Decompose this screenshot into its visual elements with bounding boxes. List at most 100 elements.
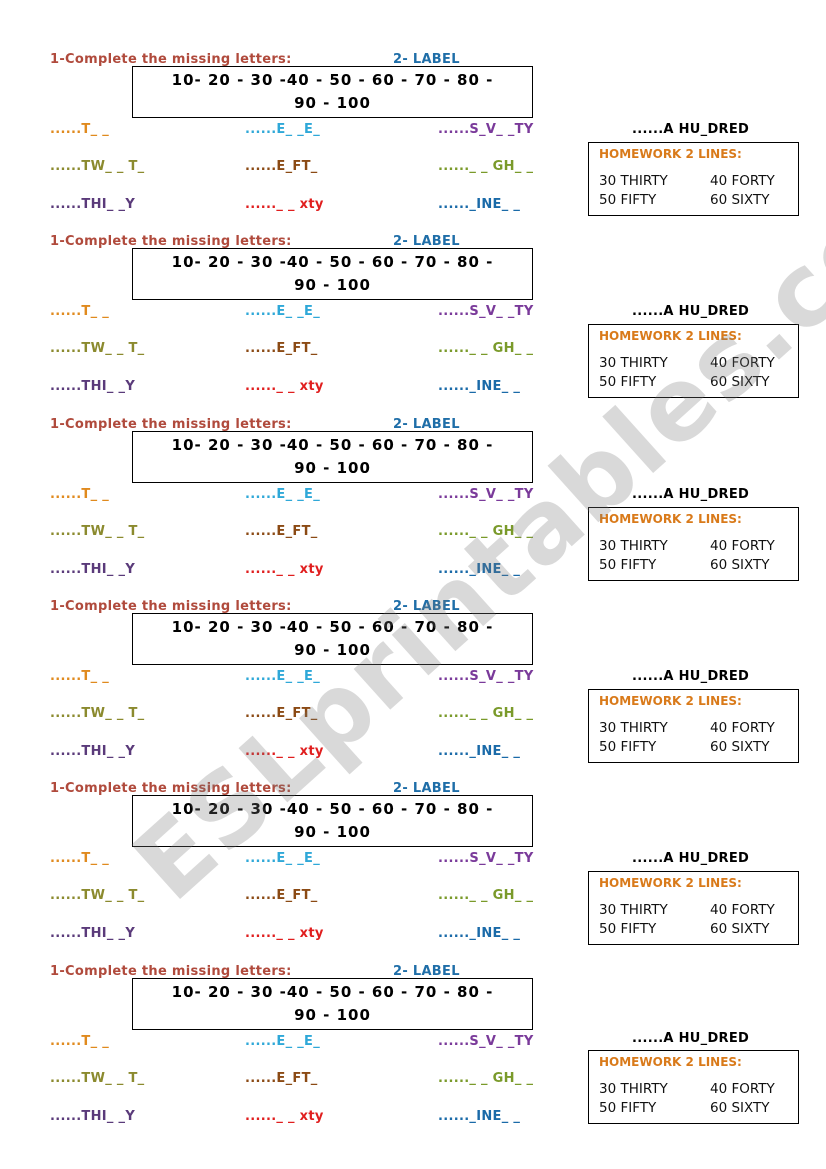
numbers-line-1: 10- 20 - 30 -40 - 50 - 60 - 70 - 80 - [171, 253, 494, 271]
word-thirty: ......THI_ _Y [50, 926, 136, 941]
word-seventy: ......E_ _E_ [245, 487, 321, 502]
homework-title: HOMEWORK 2 LINES: [599, 694, 742, 708]
homework-item: 60 SIXTY [710, 921, 770, 937]
word-fifty: ......E_FT_ [245, 524, 318, 539]
numbers-line-2: 90 - 100 [294, 641, 371, 659]
homework-item: 50 FIFTY [599, 557, 657, 573]
word-ten: ......T_ _ [50, 669, 110, 684]
word-thirty: ......THI_ _Y [50, 379, 136, 394]
homework-box: HOMEWORK 2 LINES: 30 THIRTY 40 FORTY 50 … [588, 507, 799, 581]
numbers-box: 10- 20 - 30 -40 - 50 - 60 - 70 - 80 - 90… [132, 613, 533, 665]
word-sixty: ......_ _ xty [245, 926, 324, 941]
homework-box: HOMEWORK 2 LINES: 30 THIRTY 40 FORTY 50 … [588, 142, 799, 216]
instruction-heading: 1-Complete the missing letters: [50, 599, 292, 614]
homework-item: 60 SIXTY [710, 557, 770, 573]
word-seventy: ......E_ _E_ [245, 1034, 321, 1049]
homework-box: HOMEWORK 2 LINES: 30 THIRTY 40 FORTY 50 … [588, 871, 799, 945]
word-seventy: ......E_ _E_ [245, 851, 321, 866]
homework-item: 40 FORTY [710, 355, 775, 371]
homework-title: HOMEWORK 2 LINES: [599, 512, 742, 526]
homework-item: 50 FIFTY [599, 192, 657, 208]
homework-box: HOMEWORK 2 LINES: 30 THIRTY 40 FORTY 50 … [588, 324, 799, 398]
homework-item: 40 FORTY [710, 173, 775, 189]
numbers-line-2: 90 - 100 [294, 276, 371, 294]
word-hundred: ......A HU_DRED [632, 851, 750, 866]
word-eighty: ......_ _ GH_ _ [438, 159, 534, 174]
homework-item: 50 FIFTY [599, 739, 657, 755]
word-twenty: ......TW_ _ T_ [50, 1071, 145, 1086]
exercise-block: 1-Complete the missing letters: 2- LABEL… [0, 781, 826, 963]
word-thirty: ......THI_ _Y [50, 744, 136, 759]
word-ninety: ......_INE_ _ [438, 379, 521, 394]
exercise-block: 1-Complete the missing letters: 2- LABEL… [0, 417, 826, 599]
homework-title: HOMEWORK 2 LINES: [599, 876, 742, 890]
exercise-block: 1-Complete the missing letters: 2- LABEL… [0, 52, 826, 234]
word-ten: ......T_ _ [50, 487, 110, 502]
homework-item: 50 FIFTY [599, 374, 657, 390]
homework-item: 60 SIXTY [710, 374, 770, 390]
word-sixty: ......_ _ xty [245, 379, 324, 394]
instruction-heading: 1-Complete the missing letters: [50, 781, 292, 796]
homework-item: 30 THIRTY [599, 720, 668, 736]
homework-box: HOMEWORK 2 LINES: 30 THIRTY 40 FORTY 50 … [588, 1050, 799, 1124]
homework-item: 50 FIFTY [599, 1100, 657, 1116]
word-seventy: ......E_ _E_ [245, 304, 321, 319]
homework-title: HOMEWORK 2 LINES: [599, 147, 742, 161]
word-hundred: ......A HU_DRED [632, 1031, 750, 1046]
homework-item: 60 SIXTY [710, 192, 770, 208]
word-seventy-2: ......S_V_ _TY [438, 487, 534, 502]
word-ten: ......T_ _ [50, 122, 110, 137]
word-eighty: ......_ _ GH_ _ [438, 1071, 534, 1086]
homework-item: 30 THIRTY [599, 1081, 668, 1097]
word-fifty: ......E_FT_ [245, 159, 318, 174]
homework-item: 30 THIRTY [599, 173, 668, 189]
homework-item: 50 FIFTY [599, 921, 657, 937]
word-twenty: ......TW_ _ T_ [50, 524, 145, 539]
exercise-block: 1-Complete the missing letters: 2- LABEL… [0, 599, 826, 781]
numbers-line-2: 90 - 100 [294, 1006, 371, 1024]
exercise-block: 1-Complete the missing letters: 2- LABEL… [0, 234, 826, 416]
homework-item: 30 THIRTY [599, 538, 668, 554]
word-ninety: ......_INE_ _ [438, 744, 521, 759]
word-ninety: ......_INE_ _ [438, 926, 521, 941]
instruction-heading: 1-Complete the missing letters: [50, 52, 292, 67]
word-ten: ......T_ _ [50, 1034, 110, 1049]
word-fifty: ......E_FT_ [245, 341, 318, 356]
homework-item: 40 FORTY [710, 902, 775, 918]
homework-item: 60 SIXTY [710, 739, 770, 755]
label-heading: 2- LABEL [393, 599, 460, 614]
homework-item: 30 THIRTY [599, 902, 668, 918]
word-sixty: ......_ _ xty [245, 744, 324, 759]
exercise-block: 1-Complete the missing letters: 2- LABEL… [0, 964, 826, 1164]
word-ninety: ......_INE_ _ [438, 1109, 521, 1124]
word-seventy-2: ......S_V_ _TY [438, 669, 534, 684]
numbers-box: 10- 20 - 30 -40 - 50 - 60 - 70 - 80 - 90… [132, 978, 533, 1030]
word-seventy-2: ......S_V_ _TY [438, 304, 534, 319]
homework-title: HOMEWORK 2 LINES: [599, 329, 742, 343]
homework-item: 40 FORTY [710, 538, 775, 554]
word-fifty: ......E_FT_ [245, 1071, 318, 1086]
word-thirty: ......THI_ _Y [50, 197, 136, 212]
word-sixty: ......_ _ xty [245, 1109, 324, 1124]
instruction-heading: 1-Complete the missing letters: [50, 417, 292, 432]
word-ten: ......T_ _ [50, 851, 110, 866]
word-ninety: ......_INE_ _ [438, 562, 521, 577]
word-hundred: ......A HU_DRED [632, 304, 750, 319]
homework-title: HOMEWORK 2 LINES: [599, 1055, 742, 1069]
word-hundred: ......A HU_DRED [632, 487, 750, 502]
word-seventy-2: ......S_V_ _TY [438, 851, 534, 866]
label-heading: 2- LABEL [393, 234, 460, 249]
word-twenty: ......TW_ _ T_ [50, 888, 145, 903]
word-eighty: ......_ _ GH_ _ [438, 888, 534, 903]
numbers-line-2: 90 - 100 [294, 459, 371, 477]
numbers-line-2: 90 - 100 [294, 823, 371, 841]
instruction-heading: 1-Complete the missing letters: [50, 964, 292, 979]
word-twenty: ......TW_ _ T_ [50, 706, 145, 721]
label-heading: 2- LABEL [393, 964, 460, 979]
word-eighty: ......_ _ GH_ _ [438, 706, 534, 721]
word-seventy: ......E_ _E_ [245, 669, 321, 684]
numbers-line-1: 10- 20 - 30 -40 - 50 - 60 - 70 - 80 - [171, 983, 494, 1001]
word-seventy: ......E_ _E_ [245, 122, 321, 137]
word-eighty: ......_ _ GH_ _ [438, 341, 534, 356]
